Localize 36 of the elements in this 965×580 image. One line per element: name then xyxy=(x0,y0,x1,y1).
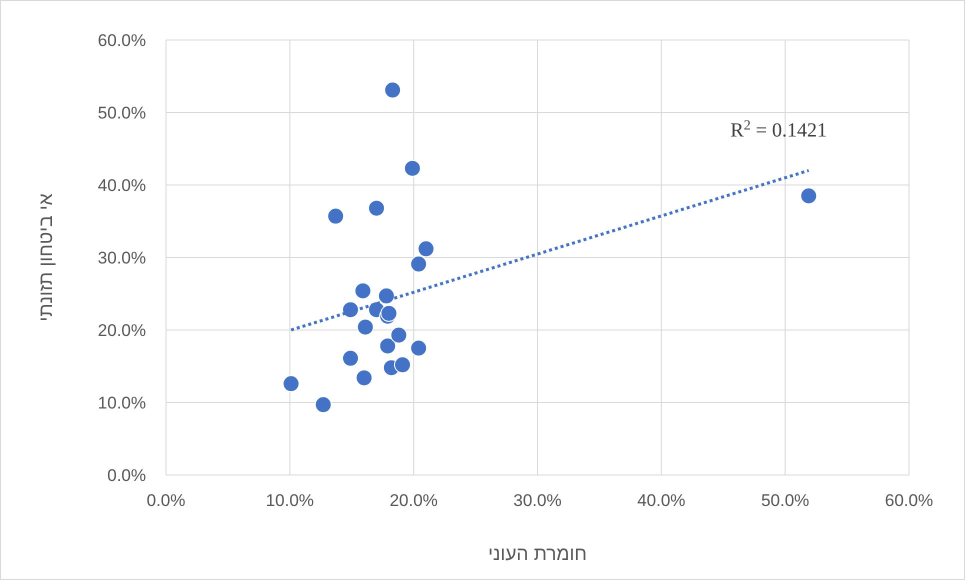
x-tick-label: 10.0% xyxy=(266,491,314,510)
x-tick-label: 30.0% xyxy=(513,491,562,510)
point xyxy=(368,200,386,217)
x-tick-label: 0.0% xyxy=(146,491,186,510)
x-tick-label: 20.0% xyxy=(390,491,438,510)
point xyxy=(379,337,396,354)
point xyxy=(378,287,395,304)
point xyxy=(410,256,428,273)
x-axis-title: חומרת העוני xyxy=(488,544,587,565)
point xyxy=(418,240,435,258)
point xyxy=(390,326,408,344)
point xyxy=(410,340,428,357)
y-tick-label: 30.0% xyxy=(98,248,146,268)
point xyxy=(342,350,360,367)
y-tick-label: 0.0% xyxy=(107,466,146,485)
point xyxy=(404,160,421,177)
x-tick-label: 50.0% xyxy=(761,491,810,510)
point xyxy=(356,369,373,386)
y-tick-label: 10.0% xyxy=(98,394,146,412)
y-axis-title: אי ביטחון תזונתי xyxy=(36,193,57,322)
point xyxy=(282,375,300,392)
point xyxy=(394,356,412,374)
point xyxy=(314,396,332,414)
annotation: R$^{2}$ = 0.1421 xyxy=(730,118,828,142)
point xyxy=(356,318,374,336)
point xyxy=(354,282,372,300)
point xyxy=(327,208,344,225)
x-tick-label: 60.0% xyxy=(884,491,934,510)
y-tick-label: 50.0% xyxy=(98,104,146,122)
x-tick-label: 40.0% xyxy=(637,491,686,510)
point xyxy=(800,187,818,204)
point xyxy=(380,304,398,322)
y-tick-label: 60.0% xyxy=(98,31,146,50)
y-tick-label: 20.0% xyxy=(98,321,146,340)
y-tick-label: 40.0% xyxy=(98,176,146,195)
point xyxy=(384,82,402,99)
